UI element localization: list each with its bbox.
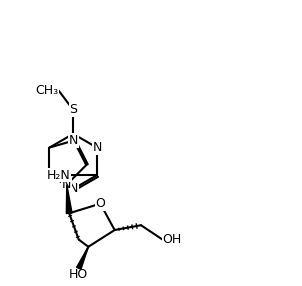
Text: N: N bbox=[69, 182, 78, 195]
Polygon shape bbox=[77, 247, 88, 269]
Text: H₂N: H₂N bbox=[47, 169, 71, 182]
Text: CH₃: CH₃ bbox=[36, 84, 59, 97]
Text: N: N bbox=[62, 178, 72, 191]
Text: OH: OH bbox=[162, 233, 182, 246]
Text: N: N bbox=[92, 141, 102, 154]
Polygon shape bbox=[66, 184, 72, 213]
Text: HO: HO bbox=[69, 268, 88, 281]
Text: O: O bbox=[95, 197, 105, 210]
Text: N: N bbox=[69, 134, 79, 147]
Text: S: S bbox=[69, 104, 77, 116]
